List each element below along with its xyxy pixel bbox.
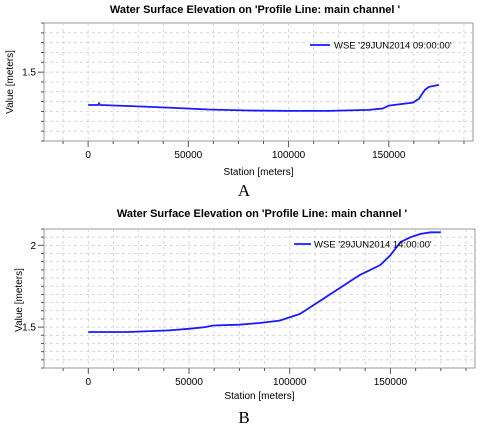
plot-area bbox=[43, 228, 476, 369]
plot-area bbox=[43, 22, 474, 142]
chart-panel-a: Water Surface Elevation on 'Profile Line… bbox=[5, 4, 474, 200]
y-tick-label: 2 bbox=[30, 241, 36, 252]
y-axis-title: Value [meters] bbox=[14, 268, 25, 332]
chart-title: Water Surface Elevation on 'Profile Line… bbox=[110, 4, 401, 16]
panel-label: A bbox=[238, 181, 251, 200]
y-tick-label: 1.5 bbox=[22, 323, 36, 334]
x-axis: 0 50000 100000 150000 bbox=[62, 141, 465, 161]
series-line bbox=[88, 231, 441, 333]
panel-label: B bbox=[238, 408, 249, 427]
y-axis: 1.52 bbox=[22, 228, 44, 369]
legend: WSE '29JUN2014 09:00:00' bbox=[310, 41, 452, 52]
y-axis-title: Value [meters] bbox=[5, 50, 16, 114]
x-axis-title: Station [meters] bbox=[223, 167, 293, 178]
x-grid bbox=[62, 229, 467, 368]
x-tick-label: 100000 bbox=[273, 377, 307, 388]
x-tick-label: 50000 bbox=[174, 150, 202, 161]
legend-label: WSE '29JUN2014 14:00:00' bbox=[314, 240, 432, 251]
legend: WSE '29JUN2014 14:00:00' bbox=[294, 240, 432, 251]
x-axis-title: Station [meters] bbox=[224, 391, 294, 402]
x-tick-label: 0 bbox=[85, 150, 91, 161]
y-axis: 1.5 bbox=[22, 22, 44, 142]
legend-label: WSE '29JUN2014 09:00:00' bbox=[334, 41, 452, 52]
x-tick-label: 150000 bbox=[374, 377, 408, 388]
x-axis: 0 50000 100000 150000 bbox=[62, 368, 467, 388]
x-tick-label: 50000 bbox=[175, 377, 203, 388]
series-line bbox=[88, 84, 440, 112]
x-tick-label: 150000 bbox=[372, 150, 406, 161]
chart-title: Water Surface Elevation on 'Profile Line… bbox=[117, 208, 408, 220]
x-tick-label: 100000 bbox=[272, 150, 306, 161]
x-tick-label: 0 bbox=[86, 377, 92, 388]
chart-panel-b: Water Surface Elevation on 'Profile Line… bbox=[14, 208, 476, 427]
y-tick-label: 1.5 bbox=[22, 68, 36, 79]
